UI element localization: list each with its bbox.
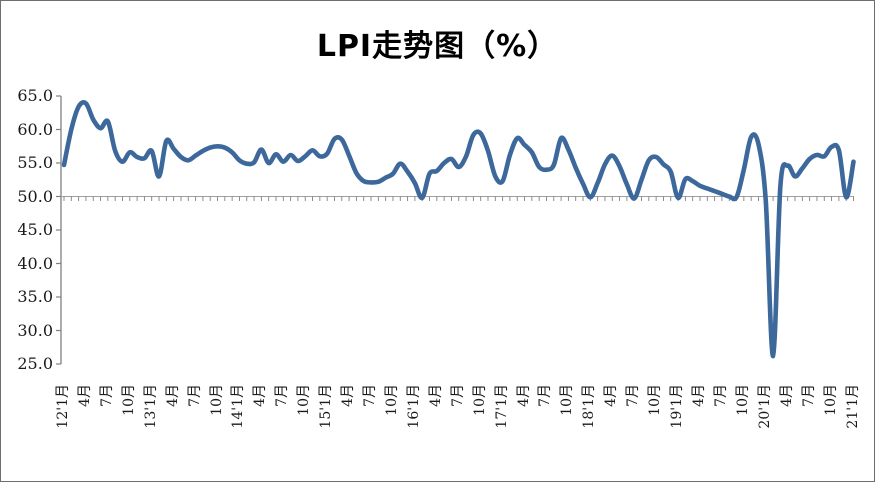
- x-axis-tick-label: 15'1月: [318, 384, 335, 429]
- y-axis-tick-label: 50.0: [17, 186, 53, 206]
- x-axis-tick-label: 20'1月: [756, 384, 773, 429]
- y-axis-tick-label: 45.0: [17, 220, 53, 239]
- x-axis-tick-label: 10月: [822, 384, 839, 416]
- x-axis-tick-label: 10月: [120, 384, 137, 416]
- x-axis-tick-label: 10月: [383, 384, 400, 416]
- x-axis-tick-label: 7月: [186, 384, 203, 407]
- x-axis-tick-label: 10月: [296, 384, 313, 416]
- x-axis-tick-label: 16'1月: [405, 384, 422, 429]
- y-axis-tick-label: 65.0: [17, 86, 53, 105]
- x-axis-tick-label: 7月: [449, 384, 466, 407]
- x-axis-tick-label: 4月: [515, 384, 532, 407]
- x-axis-tick-label: 4月: [164, 384, 181, 407]
- y-axis-tick-label: 60.0: [17, 119, 53, 139]
- x-axis-tick-label: 14'1月: [230, 384, 247, 429]
- x-axis-tick-label: 10月: [208, 384, 225, 416]
- x-axis-tick-label: 4月: [603, 384, 620, 407]
- x-axis-tick-label: 4月: [252, 384, 269, 407]
- y-axis-tick-label: 30.0: [17, 320, 53, 340]
- x-axis-tick-label: 12'1月: [55, 384, 71, 429]
- x-axis-tick-label: 4月: [427, 384, 444, 407]
- x-axis-tick-label: 17'1月: [493, 384, 510, 429]
- y-axis-tick-label: 25.0: [17, 354, 53, 373]
- x-axis-tick-label: 13'1月: [142, 384, 159, 429]
- x-axis-tick-label: 7月: [800, 384, 817, 407]
- x-axis-tick-label: 7月: [274, 384, 291, 407]
- x-axis-tick-label: 19'1月: [669, 384, 686, 429]
- x-axis-tick-label: 18'1月: [581, 384, 598, 429]
- x-axis-tick-label: 4月: [76, 384, 93, 407]
- x-axis-tick-label: 7月: [537, 384, 554, 407]
- chart-title: LPI走势图（%）: [316, 29, 559, 64]
- x-axis-tick-label: 10月: [559, 384, 576, 416]
- x-axis-tick-label: 10月: [471, 384, 488, 416]
- x-axis-tick-label: 10月: [647, 384, 664, 416]
- x-axis-tick-label: 4月: [340, 384, 357, 407]
- x-axis-tick-label: 7月: [712, 384, 729, 407]
- y-axis-tick-label: 40.0: [17, 253, 53, 273]
- x-axis-tick-label: 4月: [778, 384, 795, 407]
- lpi-series-line: [61, 100, 856, 359]
- x-axis-tick-label: 7月: [98, 384, 115, 407]
- x-axis-tick-label: 4月: [690, 384, 707, 407]
- x-axis-tick-label: 10月: [734, 384, 751, 416]
- x-axis-tick-label: 7月: [625, 384, 642, 407]
- y-axis-tick-label: 35.0: [17, 287, 53, 306]
- x-axis-tick-label: 21'1月: [844, 384, 861, 429]
- y-axis-tick-label: 55.0: [17, 153, 53, 172]
- x-axis-tick-label: 7月: [362, 384, 379, 407]
